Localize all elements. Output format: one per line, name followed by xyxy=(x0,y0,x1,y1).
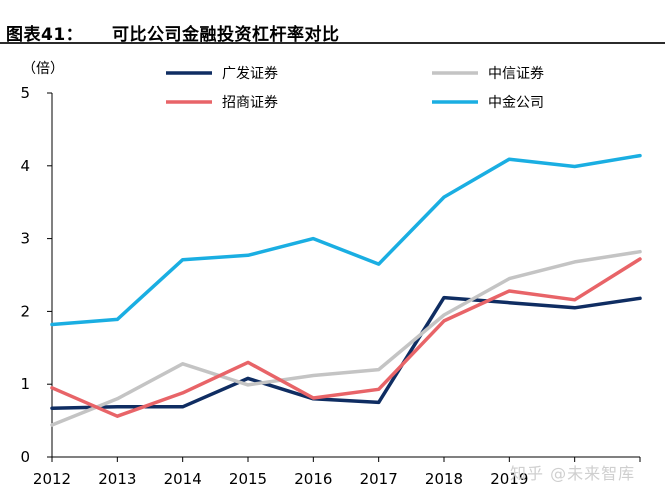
series-line xyxy=(50,249,642,427)
x-tick-label: 2014 xyxy=(164,470,202,488)
y-tick-label: 5 xyxy=(20,84,30,102)
y-unit-label: （倍） xyxy=(22,61,64,77)
y-tick-label: 4 xyxy=(20,157,30,175)
x-tick-label: 2018 xyxy=(425,470,463,488)
y-tick-label: 2 xyxy=(20,302,30,320)
x-tick-label: 2016 xyxy=(294,470,332,488)
y-tick-label: 3 xyxy=(20,230,30,248)
x-tick-label: 2012 xyxy=(33,470,71,488)
x-tick-label: 2015 xyxy=(229,470,267,488)
watermark: 知乎 @未来智库 xyxy=(510,464,636,483)
series-line xyxy=(50,257,642,418)
axes: 0 1 2 3 4 5 2012 2013 2014 2015 2016 2017 2018 2019 xyxy=(20,84,641,488)
x-tick-label: 2017 xyxy=(360,470,398,488)
series-lines xyxy=(50,153,642,427)
legend-label: 广发证券 xyxy=(222,66,278,82)
legend-label: 招商证券 xyxy=(222,95,278,111)
y-tick-label: 1 xyxy=(20,375,30,393)
y-tick-label: 0 xyxy=(20,448,30,466)
x-tick-label: 2019 xyxy=(490,470,528,488)
series-line xyxy=(50,295,642,410)
x-tick-label: 2013 xyxy=(98,470,136,488)
figure-number: 图表41： xyxy=(6,25,84,45)
figure-header: 图表41： 可比公司金融投资杠杆率对比 xyxy=(0,0,665,45)
legend-label: 中信证券 xyxy=(488,66,544,82)
figure-title: 可比公司金融投资杠杆率对比 xyxy=(112,25,340,45)
legend-label: 中金公司 xyxy=(488,95,544,111)
series-line xyxy=(50,153,642,327)
